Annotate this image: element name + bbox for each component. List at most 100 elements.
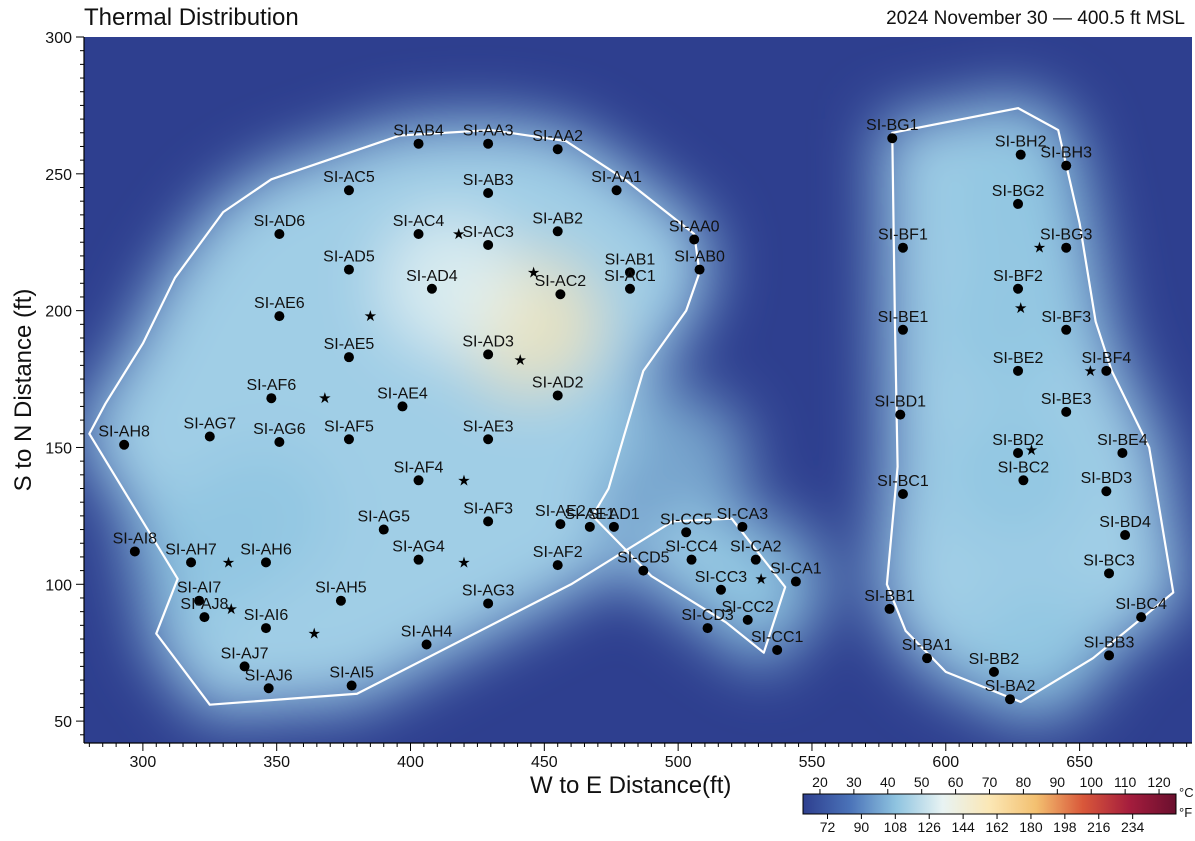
sensor-label: SI-BC4: [1115, 596, 1167, 613]
sensor-label: SI-AF5: [324, 418, 374, 435]
sensor-label: SI-BF1: [878, 227, 928, 244]
sensor-point: [1061, 161, 1071, 171]
sensor-label: SI-CD5: [617, 550, 670, 567]
sensor-point: [119, 440, 129, 450]
x-tick-label: 550: [799, 754, 826, 771]
sensor-point: [885, 604, 895, 614]
sensor-label: SI-CA2: [730, 539, 782, 556]
sensor-point: [716, 585, 726, 595]
sensor-label: SI-BD1: [874, 394, 926, 411]
sensor-label: SI-CD3: [681, 607, 734, 624]
sensor-point: [1117, 448, 1127, 458]
colorbar-f-label: 90: [854, 819, 870, 835]
sensor-label: SI-BG1: [866, 117, 919, 134]
sensor-point: [1013, 284, 1023, 294]
sensor-label: SI-BF2: [993, 268, 1043, 285]
sensor-point: [344, 352, 354, 362]
sensor-point: [1013, 199, 1023, 209]
sensor-label: SI-AJ8: [180, 596, 228, 613]
sensor-label: SI-CC4: [665, 539, 718, 556]
sensor-point: [638, 566, 648, 576]
sensor-label: SI-AI5: [329, 665, 374, 682]
sensor-point: [687, 555, 697, 565]
sensor-point: [1061, 243, 1071, 253]
sensor-label: SI-CA3: [717, 506, 769, 523]
sensor-point: [422, 639, 432, 649]
sensor-label: SI-BE2: [993, 350, 1044, 367]
sensor-label: SI-AD6: [254, 213, 306, 230]
y-tick-label: 50: [54, 714, 72, 731]
colorbar-c-label: 110: [1114, 774, 1137, 790]
colorbar-f-label: 198: [1053, 819, 1077, 835]
sensor-point: [695, 265, 705, 275]
y-axis-label: S to N Distance (ft): [10, 289, 38, 492]
sensor-point: [1120, 530, 1130, 540]
sensor-point: [1101, 366, 1111, 376]
sensor-point: [743, 615, 753, 625]
sensor-label: SI-BH2: [995, 134, 1047, 151]
sensor-label: SI-AC4: [393, 213, 445, 230]
sensor-label: SI-AA3: [463, 123, 514, 140]
x-tick-label: 600: [932, 754, 959, 771]
sensor-point: [1013, 448, 1023, 458]
sensor-point: [414, 555, 424, 565]
sensor-label: SI-AC2: [535, 273, 587, 290]
colorbar-f-label: 144: [951, 819, 975, 835]
sensor-point: [553, 560, 563, 570]
sensor-label: SI-BC1: [877, 473, 929, 490]
sensor-label: SI-BC2: [998, 459, 1050, 476]
sensor-point: [553, 226, 563, 236]
colorbar-unit-c: °C: [1179, 785, 1194, 800]
star-marker: ★: [754, 571, 767, 588]
sensor-point: [266, 393, 276, 403]
colorbar-c-label: 60: [948, 774, 964, 790]
sensor-point: [553, 390, 563, 400]
sensor-point: [274, 311, 284, 321]
sensor-label: SI-AF4: [394, 459, 444, 476]
sensor-label: SI-BG3: [1040, 227, 1093, 244]
sensor-label: SI-AH6: [240, 541, 292, 558]
sensor-label: SI-BH3: [1040, 145, 1092, 162]
sensor-point: [898, 489, 908, 499]
sensor-label: SI-AF6: [246, 377, 296, 394]
sensor-label: SI-AD5: [323, 249, 375, 266]
sensor-label: SI-AI8: [113, 530, 158, 547]
sensor-point: [751, 555, 761, 565]
sensor-label: SI-AI7: [177, 580, 222, 597]
sensor-label: SI-AD3: [462, 333, 514, 350]
sensor-label: SI-AJ6: [245, 667, 293, 684]
x-tick-label: 650: [1066, 754, 1093, 771]
sensor-point: [199, 612, 209, 622]
sensor-label: SI-AJ7: [221, 645, 269, 662]
sensor-point: [898, 243, 908, 253]
sensor-point: [397, 401, 407, 411]
sensor-point: [737, 522, 747, 532]
colorbar-c-label: 70: [982, 774, 998, 790]
sensor-label: SI-BD3: [1081, 470, 1133, 487]
sensor-point: [922, 653, 932, 663]
sensor-point: [344, 434, 354, 444]
colorbar-f-label: 162: [985, 819, 1009, 835]
colorbar-f-label: 108: [884, 819, 908, 835]
sensor-point: [336, 596, 346, 606]
sensor-point: [483, 139, 493, 149]
y-tick-label: 100: [45, 577, 72, 594]
sensor-point: [585, 522, 595, 532]
sensor-label: SI-AC5: [323, 169, 375, 186]
sensor-label: SI-AA0: [669, 218, 720, 235]
sensor-point: [414, 139, 424, 149]
sensor-point: [1104, 568, 1114, 578]
sensor-point: [895, 410, 905, 420]
sensor-point: [555, 289, 565, 299]
sensor-point: [483, 240, 493, 250]
sensor-label: SI-BG2: [992, 183, 1045, 200]
colorbar-f-label: 126: [918, 819, 942, 835]
sensor-point: [414, 475, 424, 485]
x-axis-label: W to E Distance(ft): [530, 772, 731, 800]
sensor-label: SI-CA1: [770, 561, 822, 578]
sensor-point: [1101, 486, 1111, 496]
colorbar-c-label: 50: [914, 774, 930, 790]
sensor-point: [205, 432, 215, 442]
star-marker: ★: [222, 554, 235, 571]
chart-title: Thermal Distribution: [84, 4, 299, 32]
